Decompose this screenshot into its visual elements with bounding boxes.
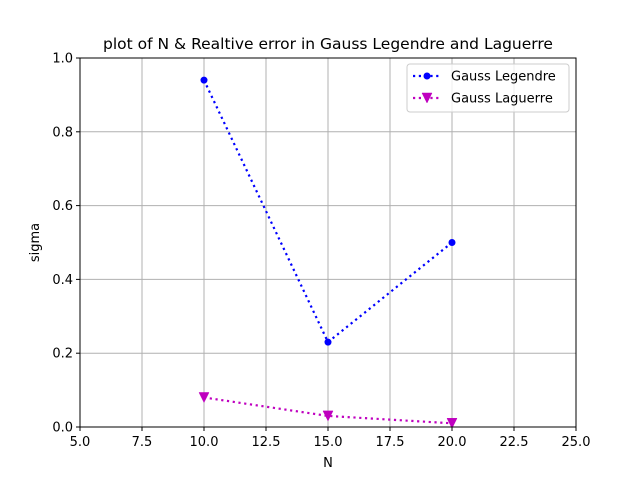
x-axis-label: N	[323, 456, 333, 471]
data-point-1-0	[198, 392, 210, 404]
legend: Gauss Legendre Gauss Laguerre	[406, 63, 570, 113]
chart-title: plot of N & Realtive error in Gauss Lege…	[103, 35, 553, 53]
y-tick-label: 0.0	[52, 421, 73, 436]
series-line-1	[203, 396, 453, 425]
series-layer	[198, 76, 458, 429]
series-line-0	[203, 79, 453, 344]
y-axis-label: sigma	[28, 223, 43, 262]
x-tick-label: 10.0	[190, 435, 219, 450]
axis-ticks: 5.0 7.5 10.0 12.5 15.0 17.5 20.0 22.5 25.0 0.0 0.2…	[52, 52, 590, 451]
legend-label-1: Gauss Laguerre	[451, 92, 553, 107]
x-tick-label: 7.5	[132, 435, 153, 450]
data-point-0-2	[448, 239, 456, 246]
y-tick-label: 0.4	[52, 273, 73, 288]
x-tick-label: 17.5	[376, 435, 405, 450]
data-point-0-0	[200, 76, 208, 84]
x-tick-label: 22.5	[500, 435, 529, 450]
y-tick-label: 0.8	[52, 125, 73, 140]
x-tick-label: 25.0	[562, 435, 591, 450]
y-tick-label: 1.0	[52, 52, 73, 67]
legend-marker-1	[421, 92, 433, 104]
y-tick-label: 0.2	[52, 347, 73, 362]
data-point-0-1	[324, 338, 332, 346]
data-point-1-1	[322, 410, 334, 422]
x-tick-label: 20.0	[438, 435, 467, 450]
legend-marker-0	[423, 72, 431, 80]
legend-label-0: Gauss Legendre	[451, 70, 556, 85]
x-tick-label: 5.0	[70, 435, 91, 450]
y-tick-label: 0.6	[52, 199, 73, 214]
legend-box	[406, 63, 570, 113]
x-tick-label: 15.0	[314, 435, 343, 450]
x-tick-label: 12.5	[252, 435, 281, 450]
data-point-1-2	[446, 418, 458, 429]
